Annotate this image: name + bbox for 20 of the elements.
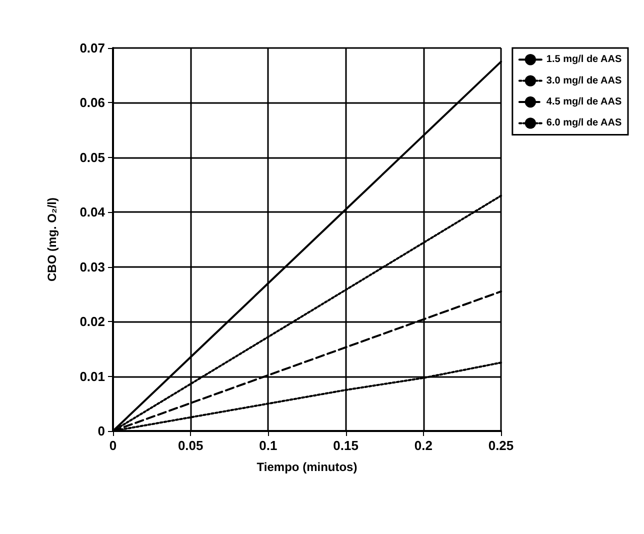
x-tick-label: 0.05 [178,438,204,453]
x-axis-title: Tiempo (minutos) [256,460,358,474]
y-tick-label: 0.06 [80,95,105,110]
y-tick-label: 0 [98,424,105,438]
legend-label: 3.0 mg/l de AAS [546,75,622,86]
y-tick-label: 0.05 [80,150,105,165]
y-tick-label: 0.02 [80,314,105,330]
legend-label: 1.5 mg/l de AAS [546,54,622,66]
y-tick-label: 0.04 [80,204,106,220]
legend-label: 4.5 mg/l de AAS [546,96,622,108]
x-tick-label: 0.25 [488,438,514,453]
y-tick-label: 0.07 [80,40,105,56]
y-tick-label: 0.01 [80,368,105,384]
x-tick-label: 0 [109,438,117,453]
x-tick-label: 0.2 [414,438,432,453]
x-tick-label: 0.15 [333,438,358,453]
y-tick-label: 0.03 [80,259,105,274]
legend-label: 6.0 mg/l de AAS [546,118,622,129]
x-tick-label: 0.1 [259,438,278,453]
y-axis-title: CBO (mg. O₂/l) [45,198,59,282]
